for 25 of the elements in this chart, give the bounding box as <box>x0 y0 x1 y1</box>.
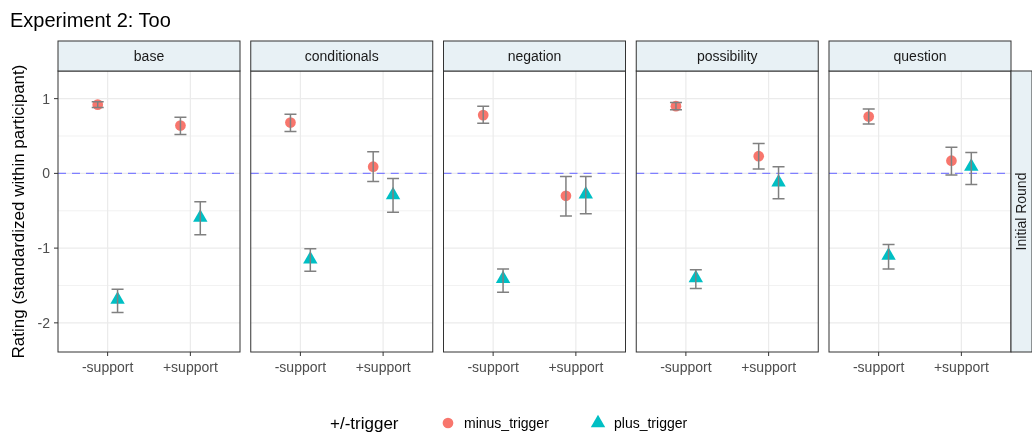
x-tick-label: -support <box>274 359 327 375</box>
chart-title: conditionals <box>304 48 379 64</box>
x-tick-label: -support <box>467 359 519 375</box>
x-tick-label: -support <box>660 359 712 375</box>
text: Experiment 2: Too <box>10 9 171 31</box>
y-tick-label: -2 <box>37 314 51 331</box>
chart-title: possibility <box>696 48 758 64</box>
x-tick-label: +support <box>162 359 218 375</box>
y-axis-title: Rating (standardized within participant) <box>9 64 28 359</box>
y-tick-label: -1 <box>37 240 51 257</box>
chart-title: base <box>133 48 165 64</box>
legend-title: +/-trigger <box>330 414 399 433</box>
legend-label: minus_trigger <box>464 415 550 431</box>
x-tick-label: +support <box>741 359 797 375</box>
x-tick-label: +support <box>548 359 604 375</box>
chart-title: question <box>893 48 947 64</box>
legend-label: plus_trigger <box>614 415 688 431</box>
y-tick-label: 0 <box>42 165 51 182</box>
x-tick-label: -support <box>852 359 905 375</box>
y-tick-label: 1 <box>42 90 51 107</box>
chart-title: negation <box>507 48 562 64</box>
x-tick-label: -support <box>81 359 134 375</box>
y2-axis-title: Initial Round <box>1013 172 1029 251</box>
x-tick-label: +support <box>933 359 989 375</box>
x-tick-label: +support <box>355 359 411 375</box>
